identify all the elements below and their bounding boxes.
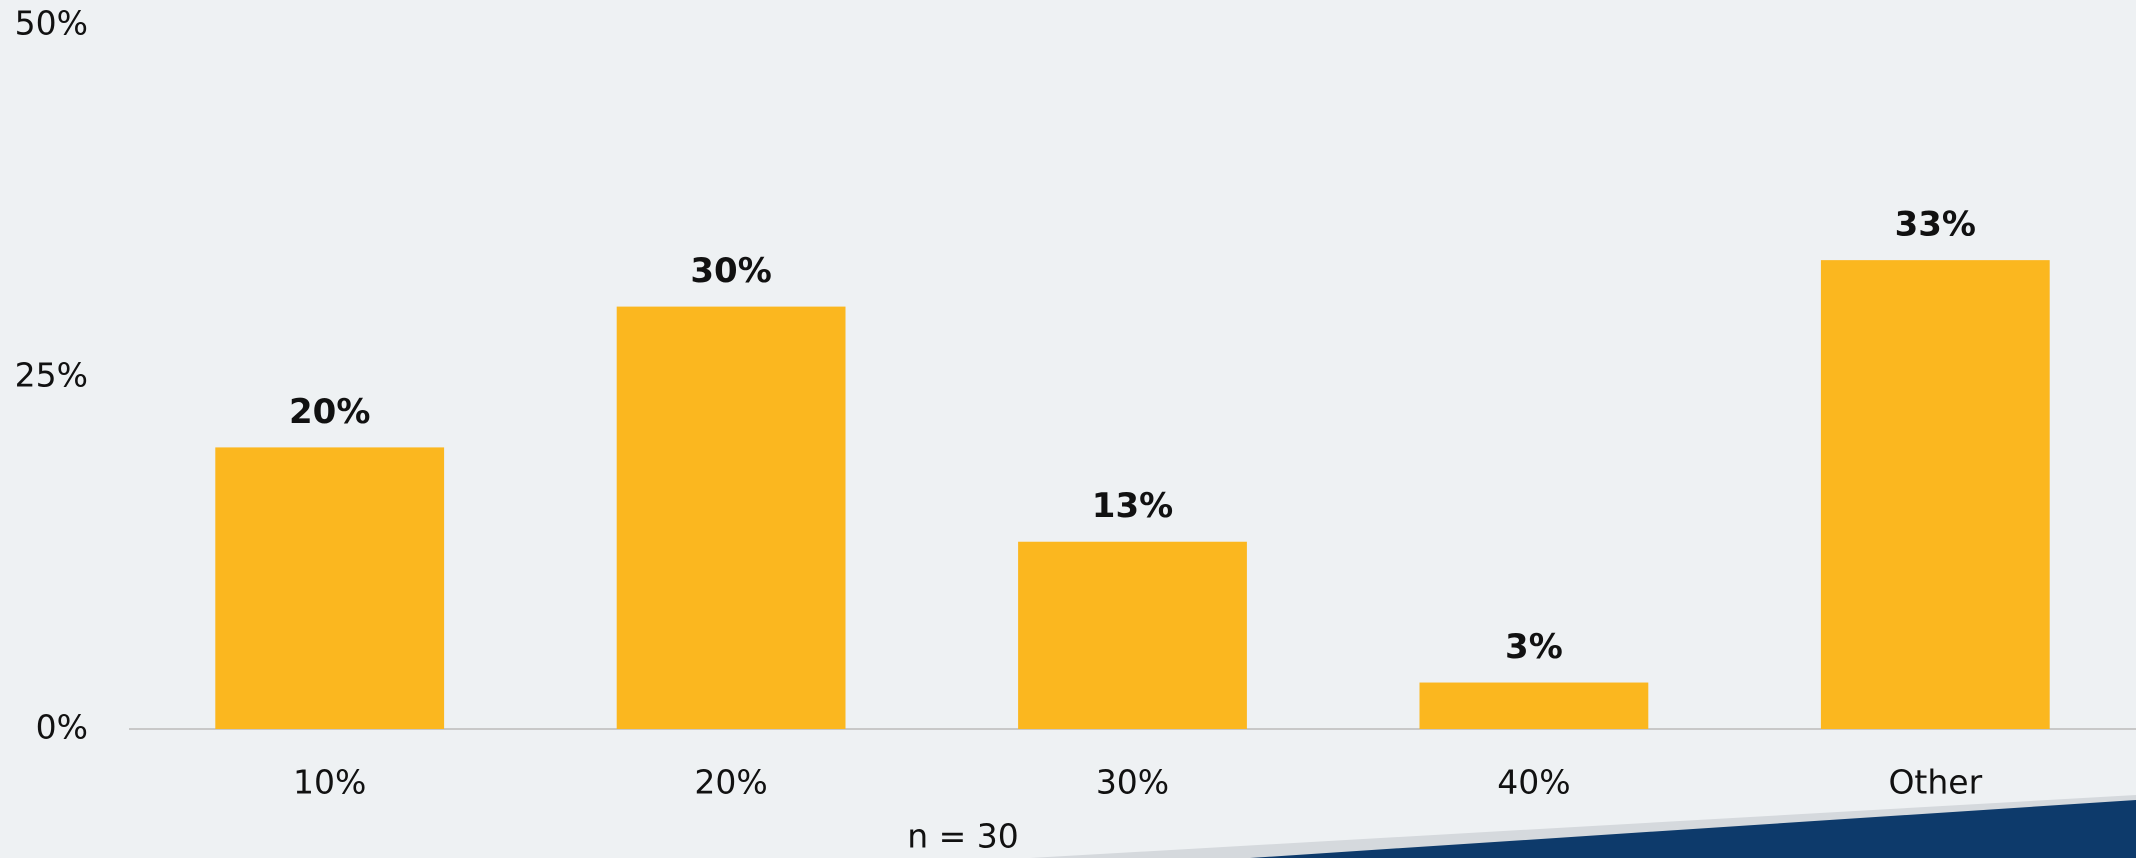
x-tick-label: Other [1888, 763, 1982, 802]
y-tick-label: 25% [15, 356, 88, 395]
x-tick-label: 30% [1096, 763, 1169, 802]
bar [1820, 260, 2050, 729]
bar [215, 447, 445, 729]
data-label: 13% [1092, 486, 1173, 526]
x-tick-label: 40% [1497, 763, 1570, 802]
data-label: 20% [289, 392, 370, 432]
x-tick-label: 20% [694, 763, 767, 802]
data-label: 30% [690, 251, 771, 291]
y-tick-label: 0% [36, 708, 88, 747]
sample-size-note: n = 30 [907, 817, 1019, 856]
bar [1419, 682, 1649, 729]
decor-swoosh-dark [1250, 800, 2136, 858]
y-tick-label: 50% [15, 4, 88, 43]
bar [616, 306, 846, 729]
x-tick-label: 10% [293, 763, 366, 802]
data-label: 3% [1505, 627, 1563, 667]
bar [1018, 541, 1247, 729]
data-label: 33% [1895, 205, 1976, 245]
